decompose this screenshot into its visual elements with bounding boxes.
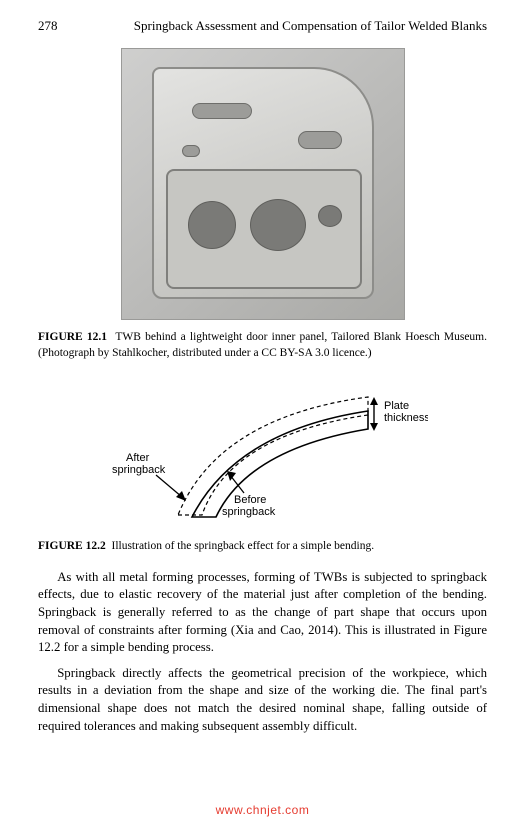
door-slot-shape (182, 145, 200, 157)
door-slot-shape (298, 131, 342, 149)
door-slot-shape (192, 103, 252, 119)
figure-1-photo-container (38, 48, 487, 320)
figure-2-caption-text: Illustration of the springback effect fo… (111, 540, 374, 552)
page-header: 278 Springback Assessment and Compensati… (38, 18, 487, 34)
after-springback-label-1: After (126, 452, 150, 464)
figure-2-caption: FIGURE 12.2 Illustration of the springba… (38, 539, 487, 555)
figure-1-caption-text-1: TWB behind a lightweight door inner pane… (115, 331, 487, 343)
before-springback-label-2: springback (222, 506, 276, 518)
before-arrowhead (227, 471, 236, 481)
figure-2-label: FIGURE 12.2 (38, 540, 106, 552)
plate-thickness-label-2: thickness (384, 412, 428, 424)
after-springback-label-2: springback (112, 464, 166, 476)
door-hole-shape (318, 205, 342, 227)
page-number: 278 (38, 18, 58, 34)
plate-thickness-label-1: Plate (384, 400, 409, 412)
springback-diagram: Plate thickness After springback Before … (98, 375, 428, 525)
body-paragraph-2: Springback directly affects the geometri… (38, 665, 487, 736)
body-paragraph-1: As with all metal forming processes, for… (38, 569, 487, 657)
figure-1-caption: FIGURE 12.1 TWB behind a lightweight doo… (38, 330, 487, 361)
thickness-arrowhead-down (370, 423, 378, 431)
before-springback-path (192, 411, 368, 517)
before-springback-label-1: Before (234, 494, 266, 506)
watermark: www.chnjet.com (0, 803, 525, 817)
after-springback-path (178, 397, 368, 515)
figure-2-diagram-container: Plate thickness After springback Before … (38, 375, 487, 525)
after-arrow-line (156, 475, 182, 497)
door-hole-shape (250, 199, 306, 251)
thickness-arrowhead-up (370, 397, 378, 405)
door-hole-shape (188, 201, 236, 249)
figure-1-label: FIGURE 12.1 (38, 331, 107, 343)
figure-1-photo (121, 48, 405, 320)
running-head: Springback Assessment and Compensation o… (134, 18, 487, 34)
figure-1-caption-text-2: (Photograph by Stahlkocher, distributed … (38, 347, 372, 359)
